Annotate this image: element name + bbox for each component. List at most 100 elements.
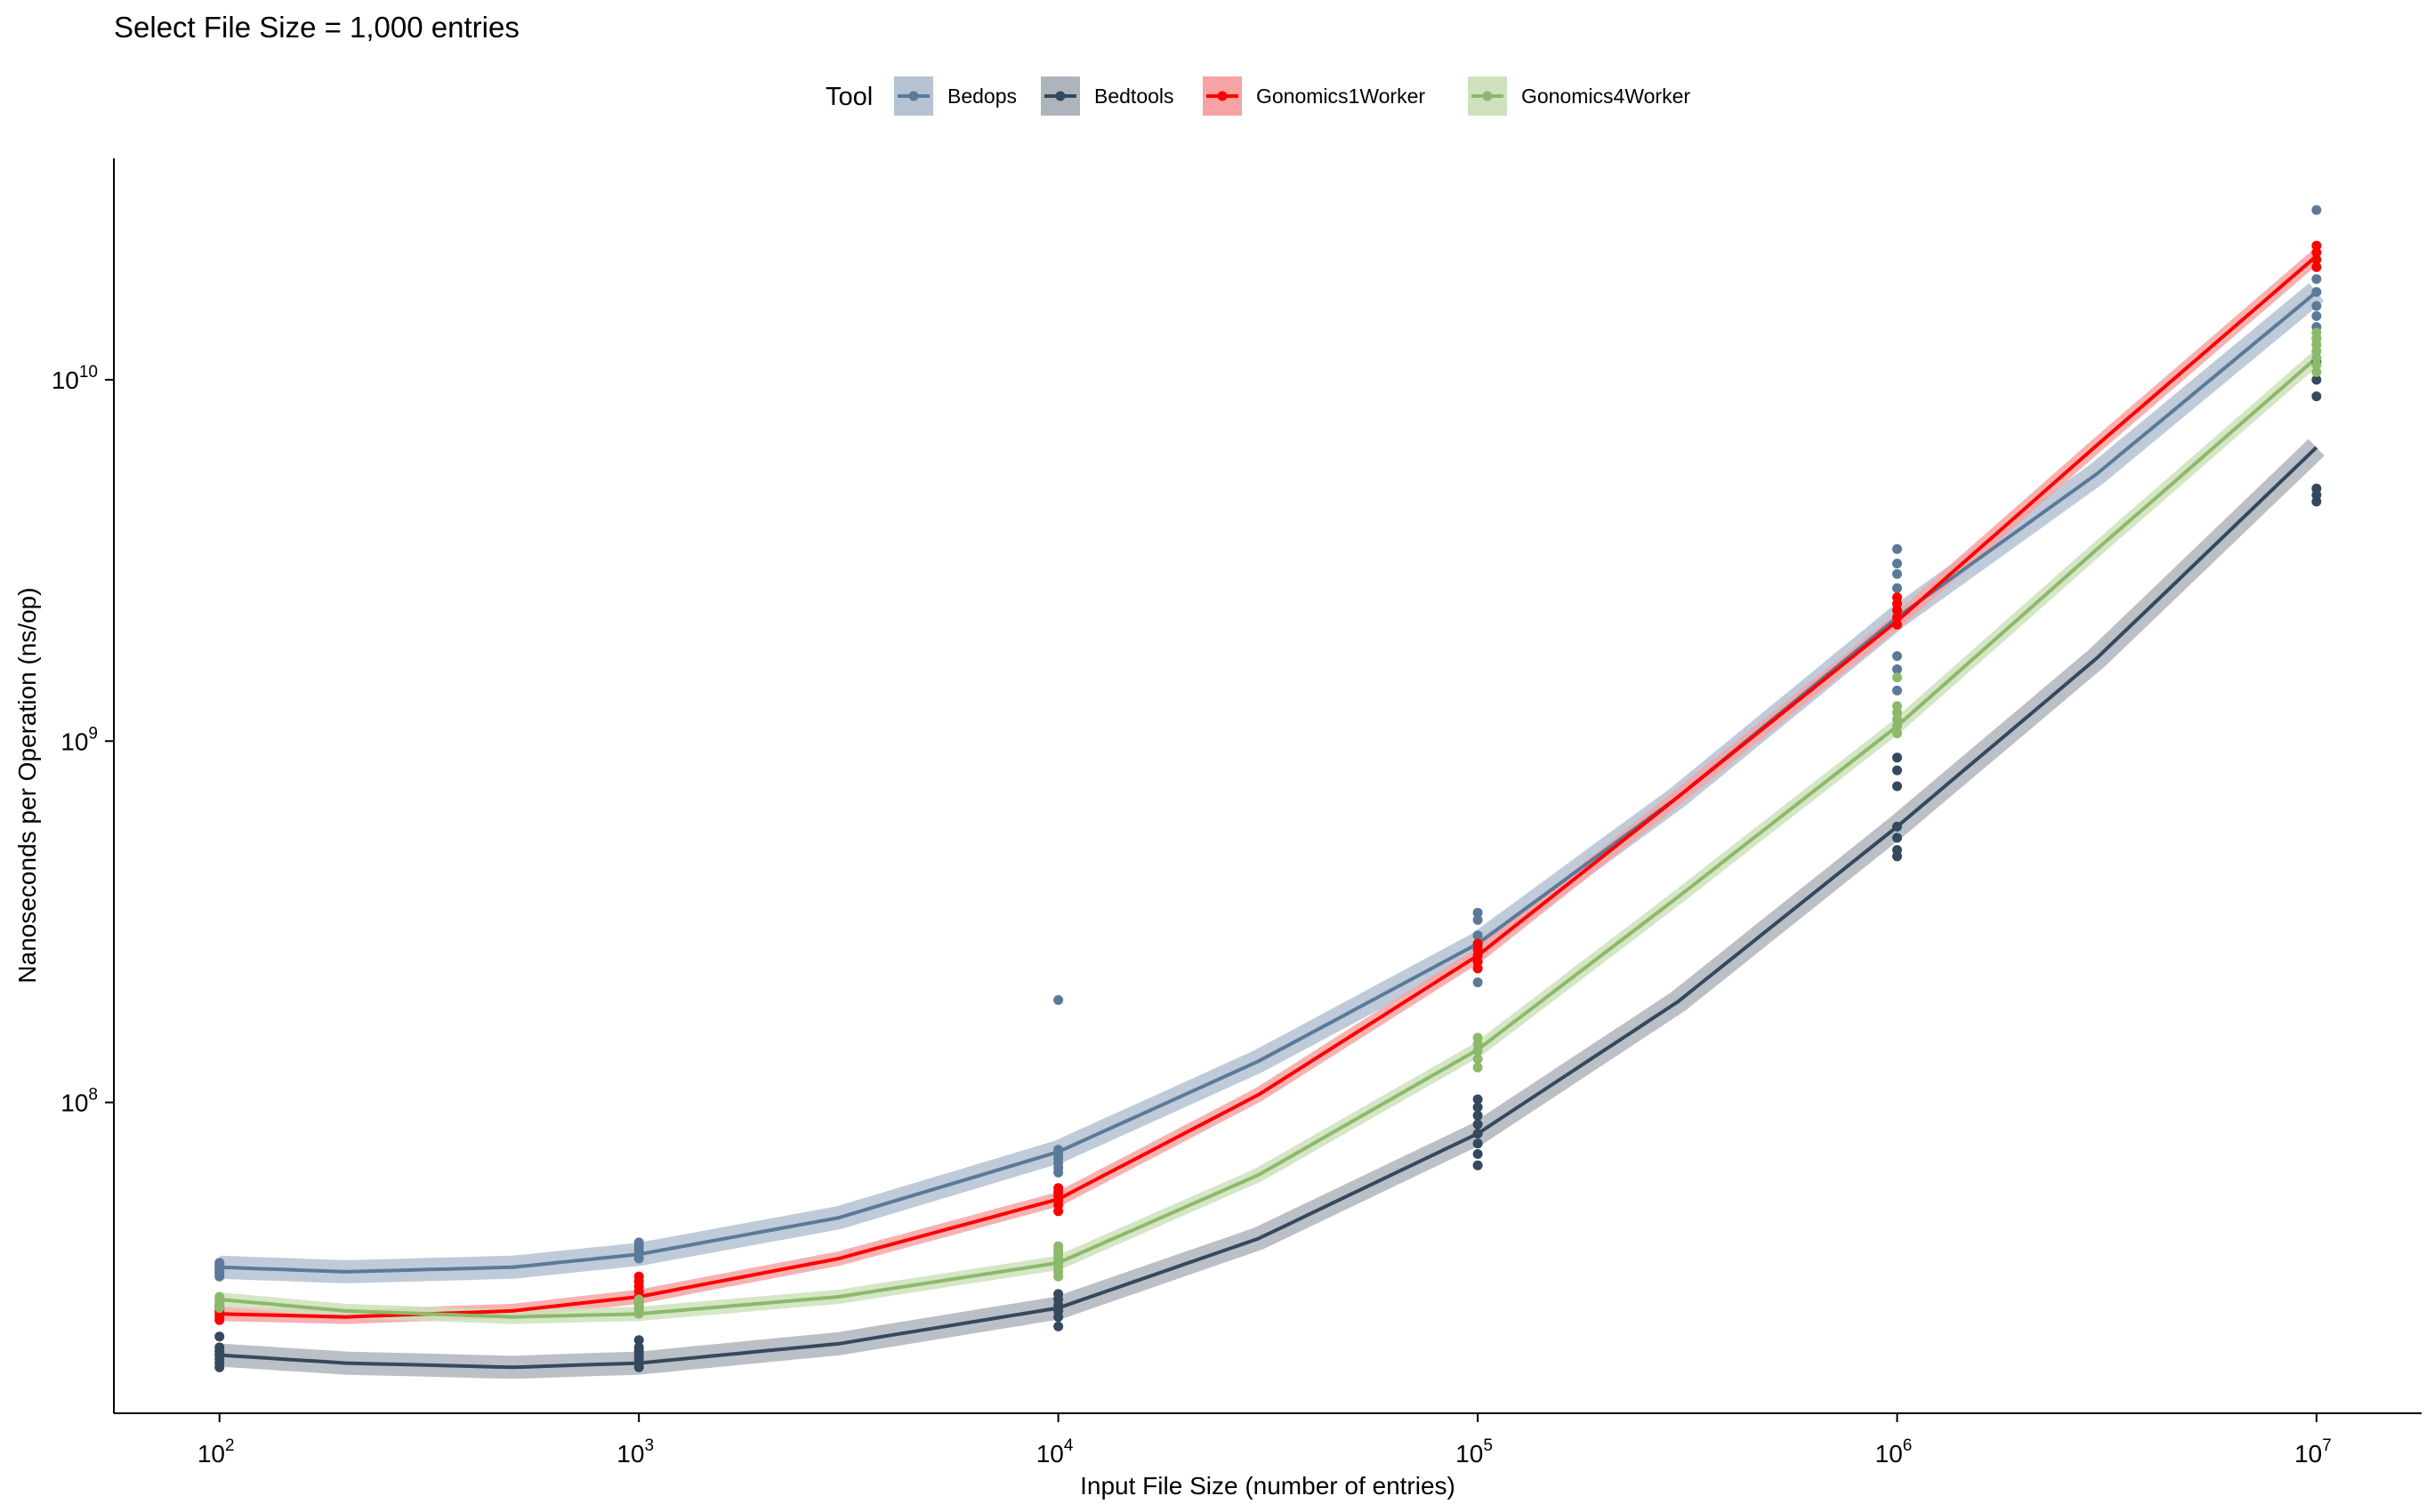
x-axis-title: Input File Size (number of entries) xyxy=(1080,1472,1455,1500)
point-bedops xyxy=(2311,205,2322,215)
band-bedtools xyxy=(218,438,2325,1379)
point-bedops xyxy=(1892,543,1902,554)
fit-lines xyxy=(219,254,2318,1370)
point-gonomics4worker xyxy=(1892,728,1902,739)
point-bedops xyxy=(1892,583,1902,593)
point-bedops xyxy=(633,1237,644,1248)
x-tick-label: 104 xyxy=(1036,1436,1074,1468)
point-gonomics4worker xyxy=(1892,701,1902,712)
data-points xyxy=(214,205,2322,1372)
point-bedtools xyxy=(2311,483,2322,494)
x-tick-label: 102 xyxy=(197,1436,235,1468)
point-bedtools xyxy=(1892,845,1902,856)
band-bedops xyxy=(219,283,2325,1283)
legend-label-gonomics1worker: Gonomics1Worker xyxy=(1256,84,1425,108)
point-bedtools xyxy=(1472,1119,1483,1130)
point-bedtools xyxy=(1053,1321,1064,1331)
point-gonomics4worker xyxy=(1892,720,1902,731)
legend-key-point xyxy=(1217,91,1228,101)
point-gonomics1worker xyxy=(1472,938,1483,949)
fit-line-gonomics1worker xyxy=(219,254,2318,1319)
point-bedops xyxy=(1472,914,1483,925)
point-gonomics4worker xyxy=(2311,366,2322,377)
point-gonomics1worker xyxy=(2311,254,2322,265)
point-gonomics1worker xyxy=(2311,261,2322,272)
y-tick-label: 109 xyxy=(60,724,98,755)
x-tick-label: 105 xyxy=(1455,1436,1493,1468)
point-bedops xyxy=(1472,930,1483,941)
point-bedtools xyxy=(1472,1102,1483,1113)
point-bedtools xyxy=(214,1342,225,1353)
point-gonomics4worker xyxy=(2311,327,2322,338)
point-bedops xyxy=(214,1258,225,1268)
legend: Tool Bedops Bedtools Gonomics1Worker Gonomi… xyxy=(826,76,1690,116)
point-gonomics4worker xyxy=(1053,1241,1064,1251)
point-bedtools xyxy=(1472,1129,1483,1139)
point-gonomics1worker xyxy=(1892,619,1902,630)
point-bedops xyxy=(1892,559,1902,569)
point-bedops xyxy=(1892,664,1902,674)
point-bedtools xyxy=(1472,1160,1483,1170)
point-gonomics1worker xyxy=(1892,592,1902,603)
band-gonomics1worker xyxy=(219,250,2322,1324)
point-gonomics4worker xyxy=(214,1291,225,1302)
legend-label-bedops: Bedops xyxy=(947,84,1017,108)
point-gonomics4worker xyxy=(1892,672,1902,683)
point-bedtools xyxy=(214,1331,225,1342)
legend-item-bedtools: Bedtools xyxy=(1041,76,1174,116)
point-gonomics1worker xyxy=(1892,612,1902,623)
point-gonomics1worker xyxy=(1053,1183,1064,1194)
point-bedtools xyxy=(2311,391,2322,402)
point-bedops xyxy=(2311,274,2322,285)
point-bedops xyxy=(2311,301,2322,311)
point-bedops xyxy=(1472,907,1483,918)
point-bedtools xyxy=(1892,781,1902,792)
point-bedtools xyxy=(1892,765,1902,776)
point-gonomics4worker xyxy=(1472,1054,1483,1065)
x-ticks: 102 103 104 105 106 107 xyxy=(197,1413,2332,1468)
point-bedtools xyxy=(1472,1094,1483,1105)
y-tick-label: 108 xyxy=(60,1086,98,1117)
point-bedtools xyxy=(1053,1289,1064,1299)
point-gonomics1worker xyxy=(2311,247,2322,258)
point-bedtools xyxy=(1472,1149,1483,1159)
point-bedops xyxy=(1053,1145,1064,1155)
point-gonomics1worker xyxy=(633,1271,644,1282)
legend-key-point xyxy=(908,91,919,101)
point-gonomics1worker xyxy=(2311,240,2322,251)
point-bedtools xyxy=(1892,752,1902,763)
point-gonomics4worker xyxy=(2311,359,2322,370)
y-ticks: 108 109 1010 xyxy=(52,363,114,1117)
point-bedtools xyxy=(633,1342,644,1353)
confidence-bands xyxy=(218,250,2325,1379)
point-bedops xyxy=(1892,568,1902,579)
y-axis-title: Nanoseconds per Operation (ns/op) xyxy=(13,587,41,983)
point-bedtools xyxy=(633,1335,644,1346)
point-bedops xyxy=(2311,310,2322,321)
legend-item-gonomics4worker: Gonomics4Worker xyxy=(1468,76,1690,116)
point-bedtools xyxy=(2311,374,2322,385)
legend-item-bedops: Bedops xyxy=(894,76,1017,116)
legend-label-gonomics4worker: Gonomics4Worker xyxy=(1521,84,1690,108)
point-bedops xyxy=(1892,651,1902,662)
point-bedops xyxy=(1472,977,1483,987)
band-gonomics4worker xyxy=(218,352,2322,1324)
x-tick-label: 107 xyxy=(2294,1436,2332,1468)
x-tick-label: 106 xyxy=(1875,1436,1913,1468)
fit-line-bedtools xyxy=(219,446,2318,1370)
fit-line-gonomics4worker xyxy=(219,356,2318,1319)
point-bedtools xyxy=(1472,1110,1483,1121)
point-bedops xyxy=(1053,994,1064,1005)
point-gonomics4worker xyxy=(1472,1062,1483,1073)
axes: 102 103 104 105 106 107 108 109 1010 xyxy=(52,158,2422,1468)
point-bedtools xyxy=(1892,832,1902,843)
legend-key-point xyxy=(1055,91,1066,101)
point-gonomics4worker xyxy=(1472,1033,1483,1043)
legend-item-gonomics1worker: Gonomics1Worker xyxy=(1203,76,1425,116)
legend-title: Tool xyxy=(826,83,873,111)
chart-title: Select File Size = 1,000 entries xyxy=(114,11,520,44)
fit-line-bedops xyxy=(219,290,2318,1274)
point-bedtools xyxy=(1892,821,1902,832)
